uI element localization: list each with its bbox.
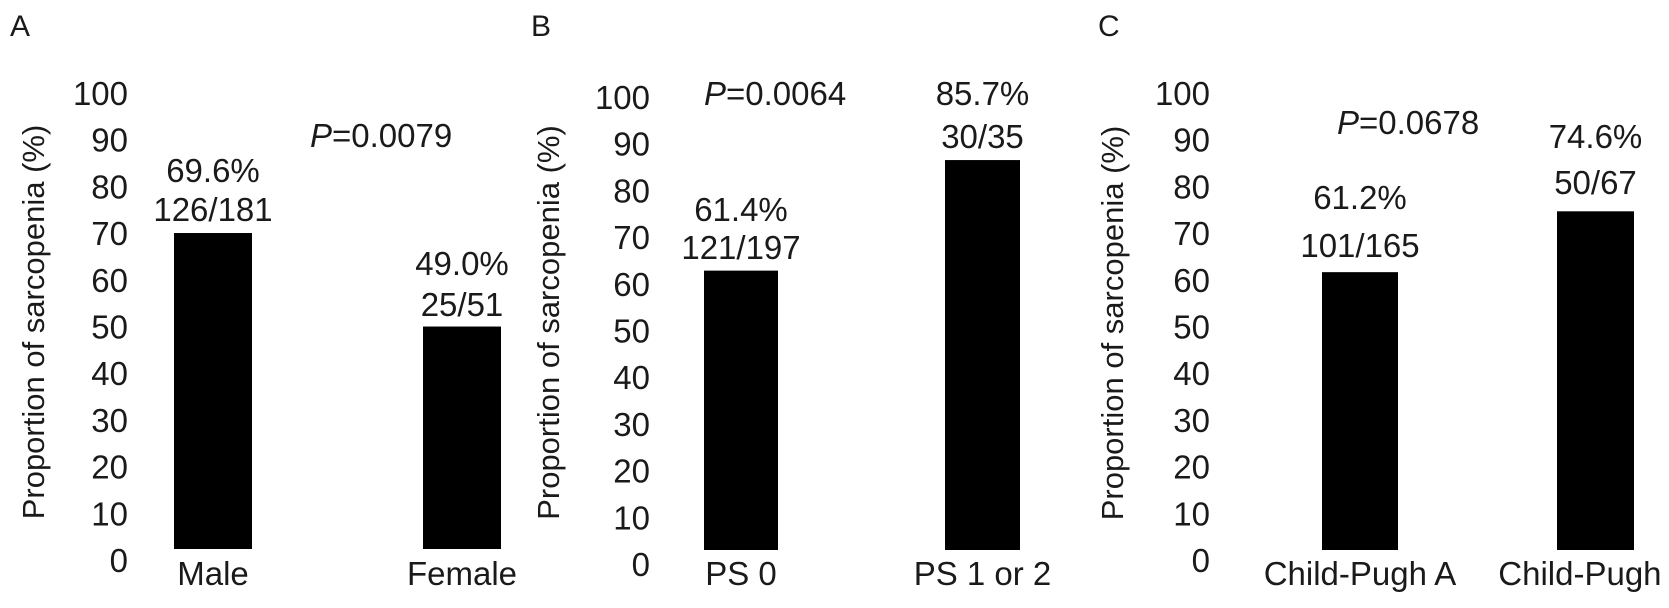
y-tick-label: 50 — [91, 309, 128, 346]
y-tick-label: 10 — [91, 495, 128, 532]
bar-percent-label: 74.6% — [1549, 118, 1643, 155]
y-tick-label: 50 — [613, 313, 650, 350]
y-axis-label: Proportion of sarcopenia (%) — [531, 125, 566, 520]
bar-child-pugh-b — [1557, 211, 1634, 551]
panel-letter: B — [531, 10, 551, 43]
y-tick-label: 40 — [613, 359, 650, 396]
bar-count-label: 121/197 — [681, 229, 800, 266]
y-tick-label: 0 — [110, 542, 128, 579]
y-tick-label: 30 — [91, 402, 128, 439]
bar-count-label: 30/35 — [941, 118, 1024, 155]
p-value: =0.0678 — [1359, 104, 1479, 141]
y-tick-label: 60 — [1173, 262, 1210, 299]
bar-percent-label: 49.0% — [415, 245, 509, 282]
panel-c: C Proportion of sarcopenia (%) 0 10 20 30 40 50… — [1095, 10, 1669, 592]
y-tick-label: 100 — [73, 75, 128, 112]
bar-percent-label: 69.6% — [166, 152, 260, 189]
p-symbol: P — [704, 75, 726, 112]
y-tick-label: 90 — [613, 126, 650, 163]
y-tick-label: 80 — [91, 168, 128, 205]
y-tick-label: 60 — [91, 262, 128, 299]
x-category-label: PS 0 — [705, 555, 777, 592]
p-symbol: P — [1337, 104, 1359, 141]
y-tick-label: 30 — [613, 406, 650, 443]
y-tick-label: 100 — [595, 79, 650, 116]
y-tick-label: 50 — [1173, 309, 1210, 346]
y-tick-label: 40 — [1173, 355, 1210, 392]
y-tick-label: 80 — [1173, 168, 1210, 205]
x-category-label: Child-Pugh B — [1498, 555, 1669, 592]
p-value: =0.0079 — [332, 117, 452, 154]
bar-percent-label: 61.4% — [694, 191, 788, 228]
y-tick-label: 70 — [91, 215, 128, 252]
panel-letter: C — [1098, 10, 1120, 43]
x-category-label: Female — [407, 555, 517, 592]
y-tick-label: 0 — [632, 546, 650, 583]
y-tick-label: 20 — [91, 449, 128, 486]
bar-percent-label: 61.2% — [1313, 179, 1407, 216]
bar-ps-1-or-2 — [945, 160, 1020, 550]
y-tick-label: 90 — [1173, 122, 1210, 159]
p-symbol: P — [310, 117, 332, 154]
bar-count-label: 50/67 — [1554, 164, 1637, 201]
panel-b: B Proportion of sarcopenia (%) 0 10 20 30 40 50… — [531, 10, 1051, 592]
y-axis-label: Proportion of sarcopenia (%) — [16, 125, 51, 520]
y-tick-label: 60 — [613, 266, 650, 303]
p-value-annotation: P=0.0678 — [1337, 104, 1479, 141]
bar-count-label: 101/165 — [1300, 227, 1419, 264]
x-category-label: Male — [177, 555, 249, 592]
bar-ps-0 — [704, 270, 778, 550]
p-value: =0.0064 — [726, 75, 846, 112]
panel-letter: A — [10, 10, 30, 43]
bar-female — [423, 326, 501, 549]
y-tick-label: 80 — [613, 172, 650, 209]
bar-count-label: 126/181 — [153, 191, 272, 228]
y-tick-label: 70 — [1173, 215, 1210, 252]
bar-count-label: 25/51 — [421, 286, 504, 323]
p-value-annotation: P=0.0064 — [704, 75, 846, 112]
y-tick-label: 10 — [1173, 495, 1210, 532]
panel-a: A Proportion of sarcopenia (%) 0 10 20 30 40 50… — [10, 10, 517, 592]
x-category-label: Child-Pugh A — [1264, 555, 1457, 592]
y-tick-label: 30 — [1173, 402, 1210, 439]
y-axis-label: Proportion of sarcopenia (%) — [1095, 126, 1130, 521]
bar-child-pugh-a — [1322, 272, 1398, 550]
y-tick-label: 70 — [613, 219, 650, 256]
x-category-label: PS 1 or 2 — [914, 555, 1052, 592]
y-tick-label: 20 — [1173, 449, 1210, 486]
p-value-annotation: P=0.0079 — [310, 117, 452, 154]
y-tick-label: 100 — [1155, 75, 1210, 112]
y-tick-label: 90 — [91, 122, 128, 159]
y-tick-label: 40 — [91, 355, 128, 392]
y-tick-label: 10 — [613, 499, 650, 536]
y-tick-label: 20 — [613, 453, 650, 490]
y-tick-label: 0 — [1192, 542, 1210, 579]
bar-percent-label: 85.7% — [936, 75, 1030, 112]
bar-male — [174, 233, 252, 550]
